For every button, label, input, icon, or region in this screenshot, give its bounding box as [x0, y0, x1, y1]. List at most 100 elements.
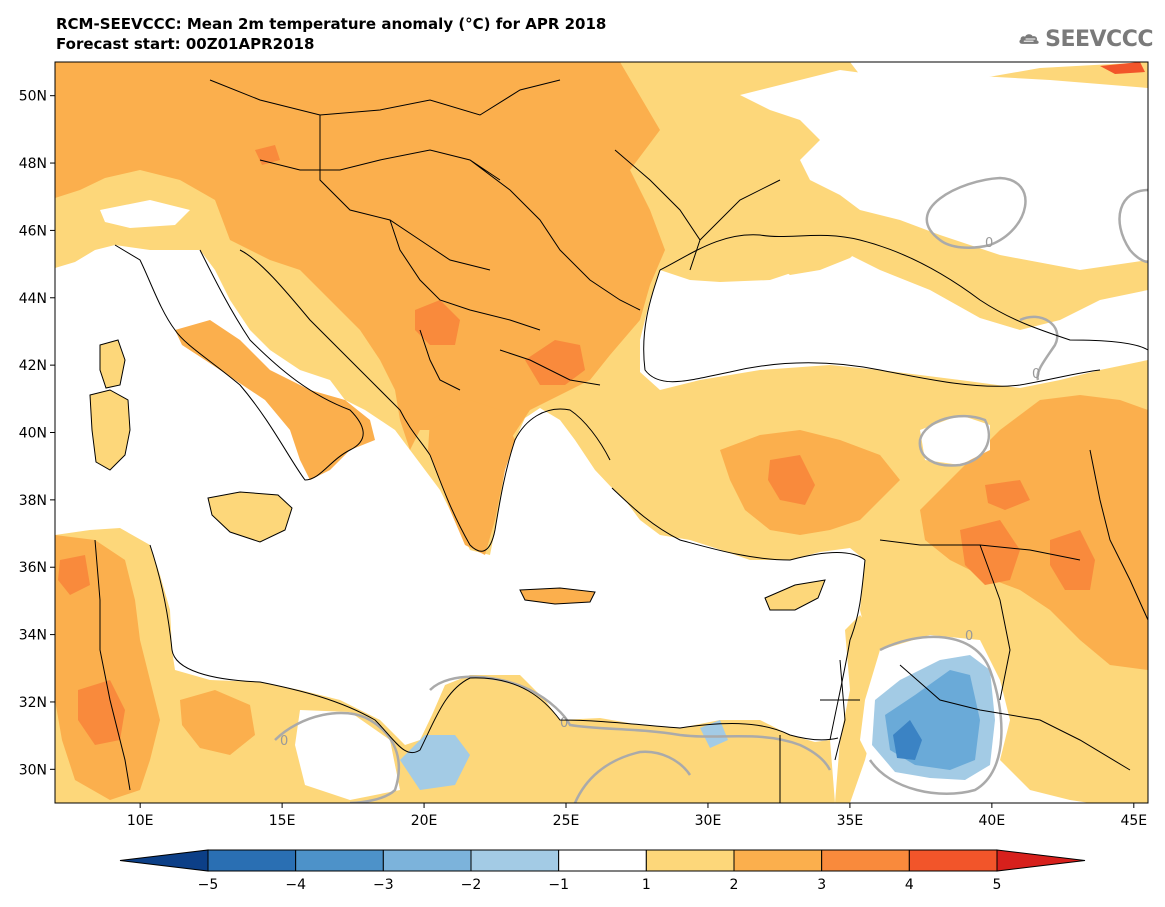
lat-tick-label: 46N: [19, 223, 47, 239]
anomaly-3-4-syria: [960, 520, 1020, 585]
anomaly-2-3-libya-patch: [180, 690, 255, 755]
lon-tick-label: 40E: [979, 813, 1006, 829]
anomaly-region-cyprus: [765, 580, 825, 610]
sardinia-coast: [89, 339, 131, 471]
contour-label: 0: [280, 734, 288, 749]
anomaly-2-3-tunisia: [55, 535, 160, 800]
low-anomaly-libya-coast: [295, 710, 400, 800]
colorbar-bin: [996, 849, 1086, 872]
low-anomaly-ukraine: [740, 70, 1148, 270]
colorbar-label: −1: [548, 877, 569, 893]
colorbar-bin: [645, 849, 735, 872]
sicily-coast: [207, 491, 293, 543]
zero-contour-libya: [274, 711, 400, 803]
turkey-south-coast: [611, 487, 866, 561]
zero-contour-east: [1118, 188, 1148, 264]
anomaly-3-4-anatolia-core: [768, 455, 815, 505]
lon-tick-label: 30E: [695, 813, 722, 829]
lat-tick-label: 32N: [19, 695, 47, 711]
longitude-axis: 10E 15E 20E 25E 30E 35E 40E 45E: [127, 803, 1147, 829]
colorbar-label: −4: [285, 877, 306, 893]
cyprus-coast: [764, 579, 826, 611]
zero-contour-turkey: [918, 414, 991, 467]
colorbar-bin: [733, 849, 823, 872]
lat-tick-label: 50N: [19, 89, 47, 105]
map-title-block: RCM-SEEVCCC: Mean 2m temperature anomaly…: [56, 14, 606, 54]
lat-tick-label: 34N: [19, 628, 47, 644]
cloud-icon: [1019, 34, 1039, 44]
colorbar-bin: [119, 849, 209, 872]
lat-tick-label: 40N: [19, 426, 47, 442]
forecast-start: Forecast start: 00Z01APR2018: [56, 35, 315, 53]
colorbar-label: 5: [993, 877, 1002, 893]
colorbar-labels: −5 −4 −3 −2 −1 1 2 3 4 5: [198, 877, 1002, 893]
lat-tick-label: 30N: [19, 762, 47, 778]
lat-tick-label: 48N: [19, 156, 47, 172]
anomaly-3-4-iraq: [1050, 530, 1095, 590]
colorbar-bin: [470, 849, 560, 872]
anomaly-3-4-serbia: [415, 300, 460, 345]
zero-contour-caucasus: [1019, 315, 1059, 381]
greece-coast: [429, 408, 611, 552]
anomaly-region-sicily: [208, 492, 292, 542]
colorbar-bin: [207, 849, 297, 872]
africa-coast: [149, 544, 839, 754]
contour-label: 0: [985, 236, 993, 251]
zero-contour-libya-east: [573, 750, 692, 803]
anomaly-2-3-east-turkey: [920, 395, 1148, 670]
zero-contour-arabia: [868, 635, 1003, 795]
anomaly-2-3-central-europe: [55, 62, 665, 470]
colorbar-label: 2: [730, 877, 739, 893]
anomaly-neg-3-4-jordan: [893, 720, 922, 760]
lon-tick-label: 10E: [127, 813, 154, 829]
anomaly-region-sardinia: [90, 390, 130, 470]
colorbar-label: 1: [642, 877, 651, 893]
contour-label: 0: [965, 629, 973, 644]
colorbar-bin: [295, 849, 384, 872]
italy-coast: [114, 244, 364, 481]
anomaly-region-crete: [520, 588, 595, 604]
lon-tick-label: 20E: [411, 813, 438, 829]
lat-tick-label: 42N: [19, 358, 47, 374]
colorbar-label: −3: [373, 877, 394, 893]
anomaly-region-levant: [835, 615, 880, 803]
colorbar-label: 4: [905, 877, 914, 893]
anomaly-region-corsica: [100, 340, 125, 388]
coastlines-and-borders: [89, 79, 1148, 803]
low-anomaly-east-turkey: [920, 415, 990, 465]
anomaly-3-4-bulgaria: [525, 340, 585, 385]
anomaly-region-crimea: [770, 228, 870, 275]
seevccc-logo: SEEVCCC: [1018, 22, 1153, 56]
lat-tick-label: 44N: [19, 291, 47, 307]
logo-text: SEEVCCC: [1045, 26, 1153, 52]
contour-label: 0: [1032, 367, 1040, 382]
levant-coast: [829, 559, 866, 741]
lon-tick-label: 25E: [553, 813, 580, 829]
map-plot-area: 0 0 0 0 0: [55, 62, 1148, 803]
crete-coast: [519, 587, 596, 605]
lon-tick-label: 45E: [1120, 813, 1147, 829]
anomaly-2-3-italy: [175, 320, 375, 480]
colorbar-bin: [908, 849, 998, 872]
country-borders: [94, 79, 1148, 803]
low-anomaly-alps: [100, 200, 190, 228]
lon-tick-label: 15E: [269, 813, 296, 829]
colorbar-bin: [821, 849, 910, 872]
colorbar-bin: [558, 849, 647, 872]
zero-contour-ukraine: [925, 176, 1027, 249]
colorbar-bins: [119, 849, 1086, 872]
anomaly-4-5-ukraine: [1100, 62, 1145, 74]
colorbar-label: 3: [817, 877, 826, 893]
lat-tick-label: 36N: [19, 560, 47, 576]
lat-tick-label: 38N: [19, 493, 47, 509]
anomaly-2-3-greece: [428, 400, 515, 555]
colorbar-label: −2: [461, 877, 482, 893]
lon-tick-label: 35E: [837, 813, 864, 829]
latitude-axis: 50N 48N 46N 44N 42N 40N 38N 36N 34N 32N 30N: [19, 89, 55, 778]
contour-label: 0: [560, 716, 568, 731]
anomaly-neg-1-2-libya: [400, 735, 470, 790]
colorbar-label: −5: [198, 877, 219, 893]
zero-contours: [274, 176, 1148, 803]
map-title: RCM-SEEVCCC: Mean 2m temperature anomaly…: [56, 15, 607, 33]
